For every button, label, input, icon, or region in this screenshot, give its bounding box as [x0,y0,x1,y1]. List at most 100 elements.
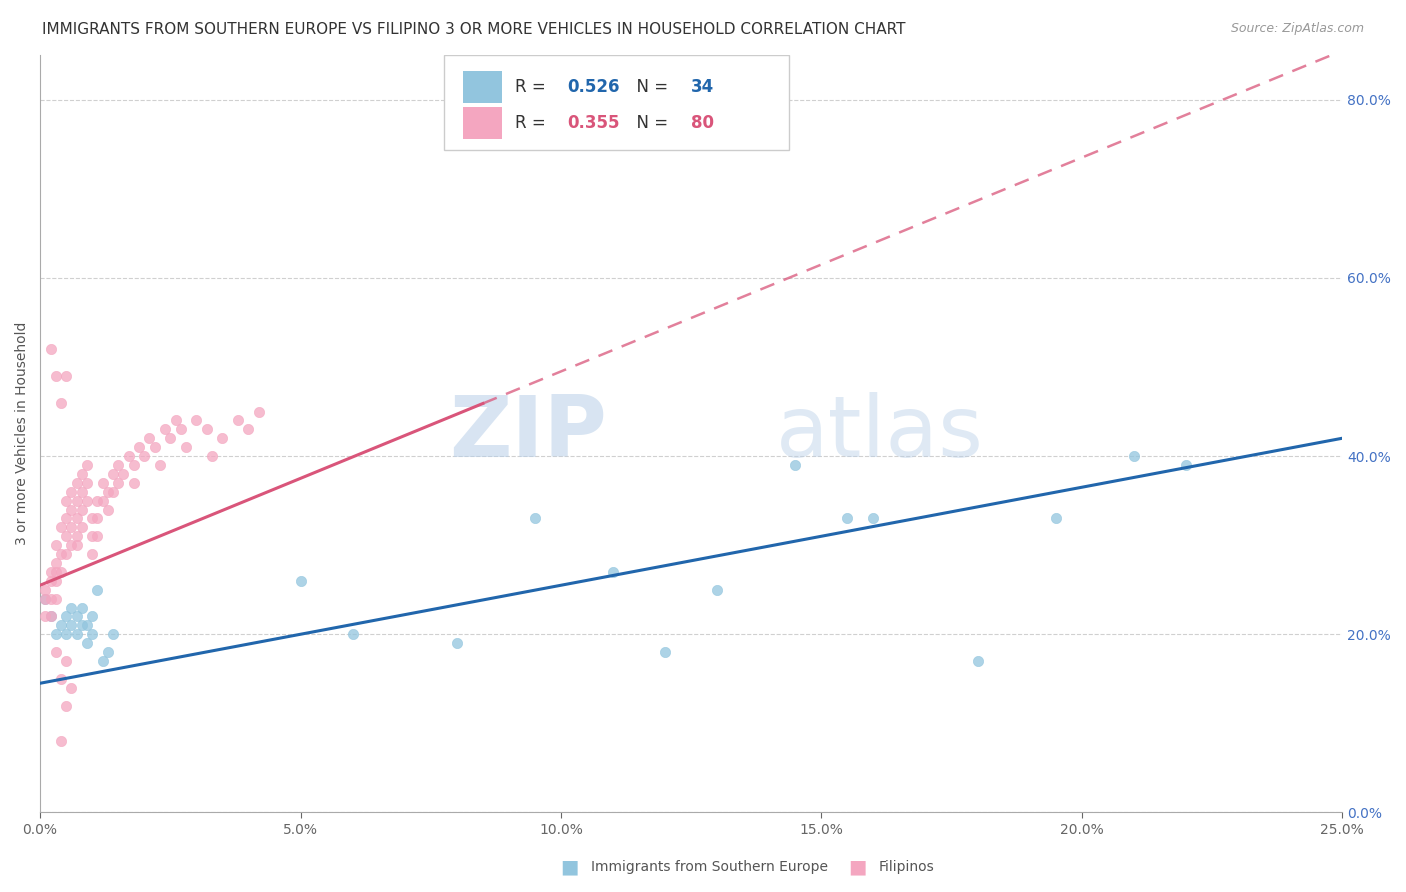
Point [49,565,72,579]
Point [45,538,67,552]
Point [70,502,93,516]
Text: ■: ■ [848,857,868,877]
Point [49,672,72,686]
Point [97,484,120,499]
Point [1175,458,1198,472]
Point [76,493,98,508]
Text: 0.355: 0.355 [568,114,620,132]
Point [60,618,83,632]
Point [97,645,120,659]
Point [45,556,67,570]
Point [170,422,193,436]
Point [65,475,87,490]
Point [654,645,676,659]
Point [602,565,624,579]
Point [49,734,72,748]
Point [837,511,859,525]
Point [290,574,312,588]
Bar [464,107,502,139]
Point [55,698,77,713]
Point [195,422,218,436]
Point [446,636,468,650]
Text: R =: R = [516,78,551,96]
Point [65,529,87,543]
Point [70,520,93,534]
Point [159,431,181,445]
Text: N =: N = [626,114,673,132]
Point [55,493,77,508]
Point [107,458,129,472]
Point [101,627,124,641]
Point [201,449,224,463]
Point [55,609,77,624]
Text: ZIP: ZIP [449,392,606,475]
Point [174,440,197,454]
Point [55,368,77,383]
Point [82,529,104,543]
Point [45,591,67,606]
Point [60,538,83,552]
Point [238,422,260,436]
Text: N =: N = [626,78,673,96]
Point [134,449,156,463]
Point [101,467,124,481]
Point [138,431,160,445]
Point [143,440,166,454]
Point [45,645,67,659]
Point [39,609,62,624]
Text: atlas: atlas [776,392,984,475]
Point [76,618,98,632]
FancyBboxPatch shape [444,55,789,150]
Point [128,440,150,454]
Bar [464,71,502,103]
Point [785,458,807,472]
Point [60,681,83,695]
Point [45,368,67,383]
Point [82,627,104,641]
Point [39,609,62,624]
Point [55,627,77,641]
Point [34,591,56,606]
Point [49,395,72,409]
Point [49,520,72,534]
Point [153,422,176,436]
Point [60,484,83,499]
Point [97,502,120,516]
Point [1045,511,1067,525]
Point [149,458,172,472]
Point [70,484,93,499]
Point [122,458,145,472]
Point [55,529,77,543]
Text: ■: ■ [560,857,579,877]
Point [45,574,67,588]
Point [65,609,87,624]
Point [60,600,83,615]
Point [91,493,114,508]
Point [86,493,108,508]
Point [76,636,98,650]
Point [65,538,87,552]
Point [55,547,77,561]
Point [34,609,56,624]
Point [39,591,62,606]
Point [70,467,93,481]
Point [76,458,98,472]
Text: 80: 80 [692,114,714,132]
Point [1122,449,1144,463]
Point [45,627,67,641]
Point [186,413,208,427]
Point [862,511,884,525]
Point [82,511,104,525]
Point [523,511,546,525]
Point [65,493,87,508]
Point [39,574,62,588]
Point [70,600,93,615]
Point [122,475,145,490]
Text: Filipinos: Filipinos [879,860,935,874]
Point [706,582,728,597]
Point [49,547,72,561]
Y-axis label: 3 or more Vehicles in Household: 3 or more Vehicles in Household [15,322,30,546]
Point [55,511,77,525]
Text: R =: R = [516,114,551,132]
Point [49,618,72,632]
